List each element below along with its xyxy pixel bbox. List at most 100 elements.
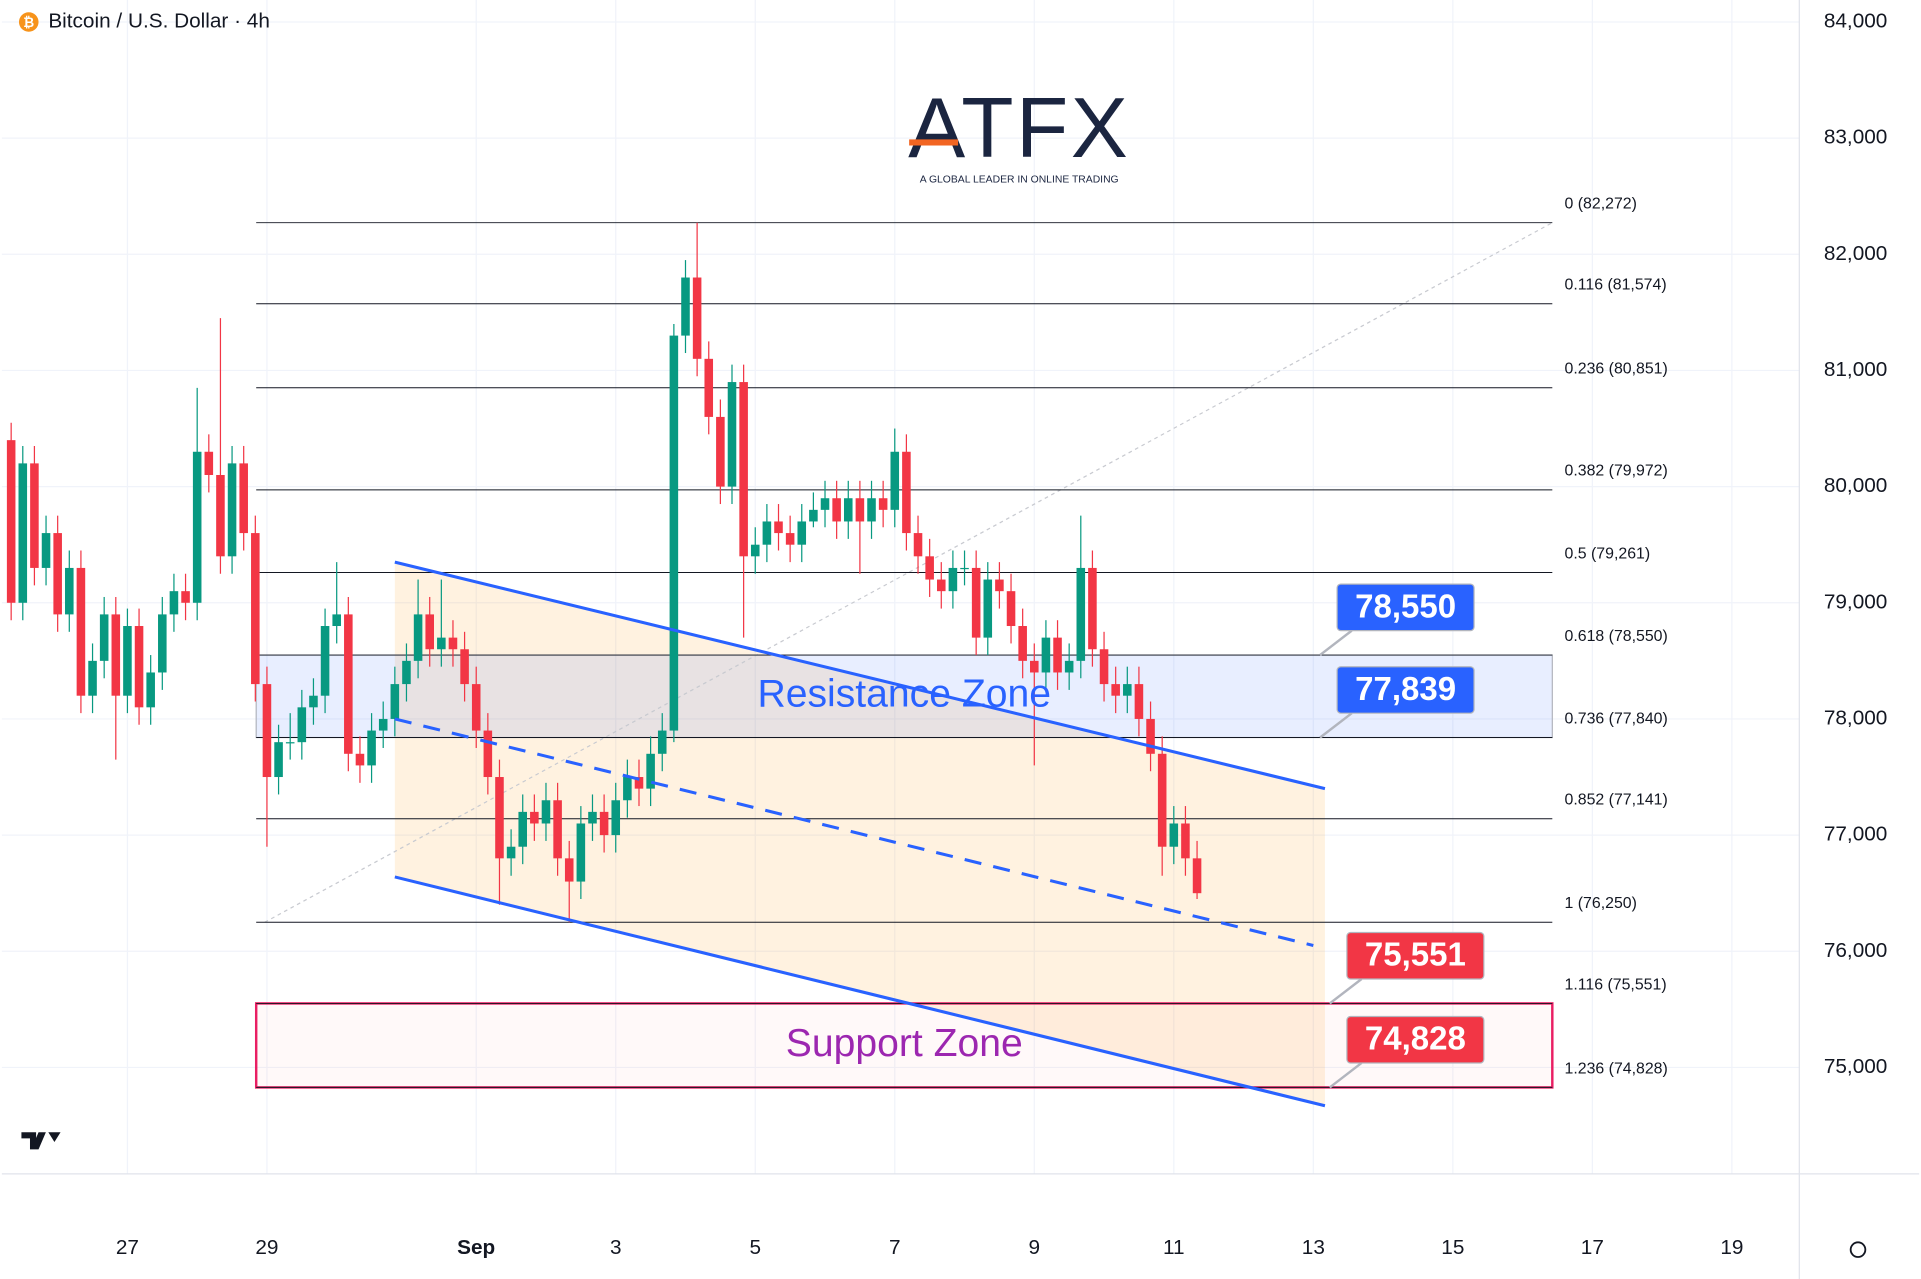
candle-body <box>832 498 841 522</box>
candle-body <box>599 811 609 836</box>
candle-body <box>530 811 539 824</box>
zone-label: Support Zone <box>786 1022 1023 1065</box>
candle-body <box>541 800 551 824</box>
x-tick-label: 5 <box>749 1236 761 1259</box>
candle-body <box>239 463 248 534</box>
fib-label: 0.736 (77,840) <box>1565 710 1668 727</box>
candle-body <box>553 800 562 859</box>
candle-body <box>1169 823 1179 847</box>
candle-body <box>774 521 783 534</box>
y-tick-label: 76,000 <box>1824 939 1888 962</box>
candle-body <box>1088 567 1097 650</box>
logo-name: ATFX <box>908 81 1130 176</box>
candle-body <box>216 474 225 557</box>
channel-line <box>394 717 1314 947</box>
candle-body <box>657 730 667 754</box>
candle-body <box>576 823 586 882</box>
candle-body <box>402 660 411 685</box>
candle-body <box>564 858 574 882</box>
settings-icon[interactable] <box>1849 1241 1867 1258</box>
candle-body <box>1157 753 1167 847</box>
candle-body <box>297 707 307 743</box>
candle-body <box>134 626 144 708</box>
candle-body <box>65 567 74 615</box>
fib-label: 0 (82,272) <box>1565 196 1637 213</box>
price-label: 77,839 <box>1355 670 1456 707</box>
candle-body <box>913 533 923 557</box>
y-tick-label: 75,000 <box>1824 1055 1888 1078</box>
candle-body <box>274 742 283 778</box>
candle-body <box>448 637 458 650</box>
symbol-title[interactable]: Bitcoin / U.S. Dollar · 4h <box>48 9 270 32</box>
candle-body <box>890 451 900 510</box>
candle-body <box>936 579 946 592</box>
y-tick-label: 79,000 <box>1824 590 1888 613</box>
candle-body <box>1192 858 1202 894</box>
logo-accent <box>909 139 959 146</box>
candle-body <box>437 637 446 650</box>
candle-body <box>18 463 28 603</box>
candle-body <box>413 614 423 661</box>
fib-label: 0.5 (79,261) <box>1565 545 1651 562</box>
candle-body <box>1076 567 1086 661</box>
candle-body <box>30 463 39 568</box>
fib-label: 0.852 (77,141) <box>1565 792 1668 809</box>
x-tick-label: 19 <box>1720 1236 1743 1259</box>
candle-body <box>948 567 958 592</box>
candle-body <box>53 533 62 615</box>
y-tick-label: 81,000 <box>1824 358 1888 381</box>
candle-body <box>181 591 190 603</box>
candle-body <box>460 649 469 685</box>
candle-body <box>623 777 632 801</box>
fib-label: 0.618 (78,550) <box>1565 628 1668 645</box>
x-tick-label: 29 <box>255 1236 278 1259</box>
overlay-layer: Resistance Zone Support Zone 78,550 77,839 7… <box>394 560 1485 1108</box>
candle-body <box>820 498 830 510</box>
candle-body <box>76 567 86 696</box>
symbol-icon-glyph: ₿ <box>23 15 34 30</box>
x-tick-label: 17 <box>1581 1236 1604 1259</box>
candle-body <box>425 614 434 650</box>
candle-body <box>1018 626 1027 661</box>
candle-body <box>192 451 202 603</box>
fib-label: 0.116 (81,574) <box>1565 277 1667 294</box>
candle-body <box>367 730 376 766</box>
x-tick-label: 11 <box>1163 1236 1185 1259</box>
candle-body <box>797 521 807 545</box>
candle-body <box>1146 718 1155 754</box>
y-tick-label: 83,000 <box>1824 126 1888 149</box>
candle-body <box>506 846 516 859</box>
candle-body <box>158 614 167 673</box>
candle-body <box>483 730 493 778</box>
candle-body <box>378 718 388 731</box>
candle-body <box>692 277 702 359</box>
x-tick-label: Sep <box>457 1236 495 1259</box>
price-label-box <box>1346 1015 1485 1064</box>
candle-body <box>995 579 1004 592</box>
candle-body <box>878 498 888 510</box>
candle-body <box>355 753 365 766</box>
price-label: 74,828 <box>1365 1020 1466 1057</box>
candle-body <box>1123 684 1132 696</box>
candle-body <box>262 684 272 778</box>
candle-body <box>332 614 341 627</box>
candle-body <box>1111 684 1120 696</box>
y-tick-label: 82,000 <box>1824 242 1888 265</box>
logo-tagline: A GLOBAL LEADER IN ONLINE TRADING <box>920 174 1119 185</box>
candle-body <box>925 556 934 580</box>
candle-body <box>971 567 981 638</box>
channel-line <box>394 560 1326 791</box>
candle-body <box>867 498 876 522</box>
candle-body <box>111 614 121 696</box>
candle-body <box>123 626 132 696</box>
price-label-pointer <box>1329 978 1363 1005</box>
candle-body <box>785 533 795 545</box>
y-tick-label: 84,000 <box>1824 9 1888 32</box>
candle-body <box>762 521 772 545</box>
tv-logo[interactable] <box>21 1132 61 1150</box>
candle-body <box>704 358 714 417</box>
candle-body <box>681 277 690 336</box>
candle-body <box>750 544 760 557</box>
